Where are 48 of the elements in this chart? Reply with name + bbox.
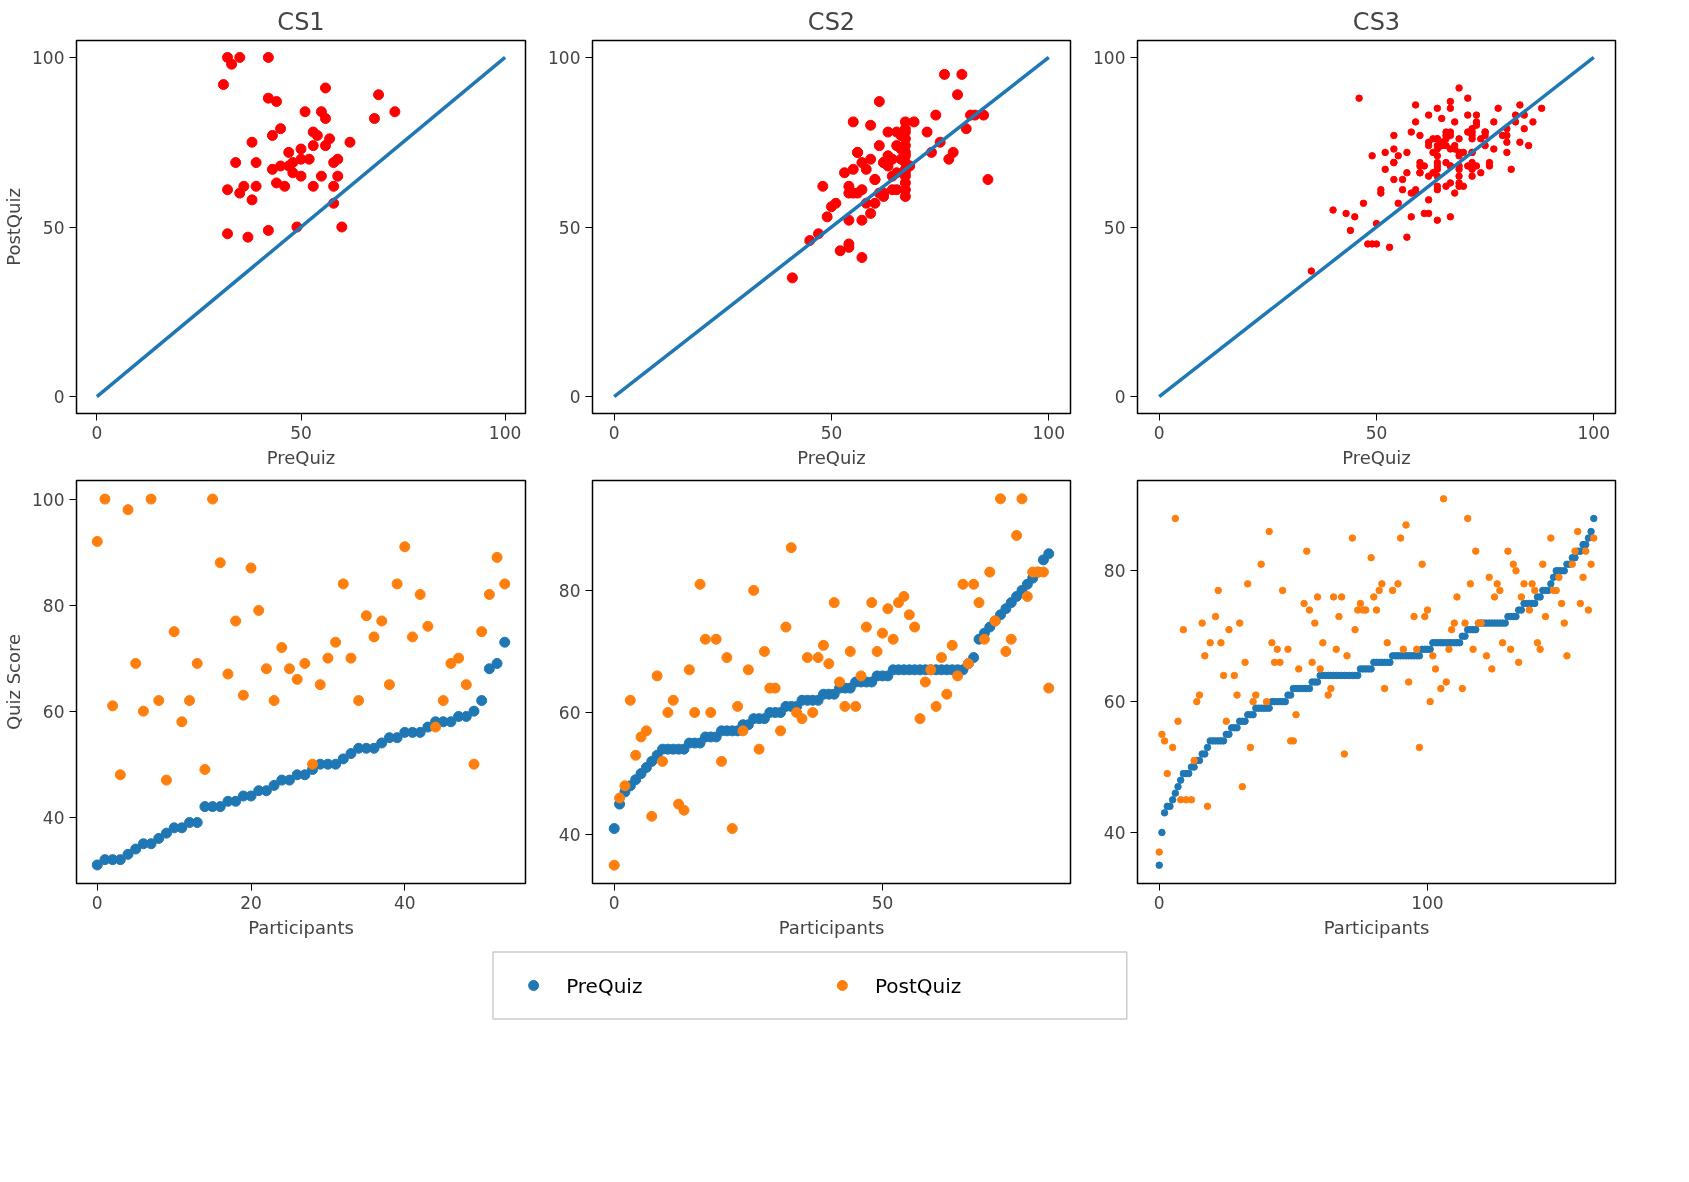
x-axis-title: PreQuiz [797, 446, 866, 468]
y-tick-label: 40 [1103, 822, 1126, 843]
x-tick-label: 20 [240, 892, 262, 913]
y-tick-label: 0 [569, 387, 581, 408]
x-tick-label: 0 [1153, 892, 1165, 913]
y-tick-label: 80 [42, 595, 65, 616]
x-tick-label: 100 [488, 422, 522, 443]
x-axis-title: PreQuiz [266, 446, 336, 468]
x-axis-title: PreQuiz [1342, 446, 1411, 468]
y-tick-label: 0 [53, 387, 65, 408]
x-tick-label: 100 [1411, 892, 1444, 913]
x-tick-label: 0 [1153, 422, 1165, 443]
chart-title: CS2 [807, 7, 856, 36]
y-tick-label: 60 [558, 703, 581, 724]
y-tick-label: 50 [42, 217, 65, 238]
x-tick-label: 50 [290, 422, 312, 443]
x-tick-label: 0 [91, 422, 103, 443]
y-tick-label: 100 [1093, 47, 1126, 68]
y-tick-label: 80 [558, 580, 581, 601]
x-tick-label: 0 [91, 892, 103, 913]
chart-title: CS1 [277, 7, 325, 36]
y-tick-label: 60 [1103, 692, 1126, 713]
x-axis-title: Participants [1323, 916, 1430, 938]
x-tick-label: 100 [1577, 422, 1610, 443]
x-axis-title: Participants [778, 916, 885, 938]
legend-label: PostQuiz [874, 973, 962, 998]
x-tick-label: 50 [1365, 422, 1388, 443]
y-axis-title: Quiz Score [3, 633, 25, 731]
y-tick-label: 60 [42, 701, 65, 722]
x-tick-label: 0 [608, 892, 620, 913]
y-tick-label: 0 [1114, 387, 1126, 408]
y-tick-label: 40 [558, 825, 581, 846]
y-tick-label: 50 [1103, 217, 1126, 238]
y-axis-title: PostQuiz [3, 188, 25, 266]
x-tick-label: 0 [608, 422, 620, 443]
x-tick-label: 40 [393, 892, 416, 913]
x-tick-label: 100 [1032, 422, 1065, 443]
y-tick-label: 100 [32, 47, 65, 68]
y-tick-label: 100 [548, 47, 581, 68]
legend-label: PreQuiz [566, 973, 643, 998]
y-tick-label: 40 [42, 807, 65, 828]
y-tick-label: 50 [558, 217, 581, 238]
x-tick-label: 50 [871, 892, 894, 913]
y-tick-label: 100 [32, 489, 65, 510]
y-tick-label: 80 [1103, 561, 1126, 582]
x-tick-label: 50 [820, 422, 843, 443]
chart-title: CS3 [1352, 7, 1401, 36]
x-axis-title: Participants [248, 916, 354, 938]
